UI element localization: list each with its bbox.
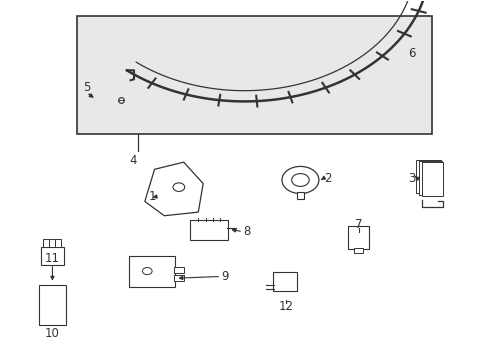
Circle shape (142, 267, 152, 275)
Circle shape (282, 166, 318, 194)
Text: 5: 5 (82, 81, 90, 94)
FancyBboxPatch shape (173, 275, 184, 282)
FancyBboxPatch shape (49, 239, 55, 247)
FancyBboxPatch shape (173, 267, 184, 273)
Text: 2: 2 (324, 172, 331, 185)
FancyBboxPatch shape (354, 248, 363, 253)
Text: 11: 11 (45, 252, 60, 265)
FancyBboxPatch shape (296, 192, 303, 199)
FancyBboxPatch shape (347, 226, 369, 249)
Text: 1: 1 (148, 190, 156, 203)
Polygon shape (144, 162, 203, 216)
Text: 10: 10 (45, 327, 60, 340)
Text: 4: 4 (129, 154, 136, 167)
FancyBboxPatch shape (190, 220, 228, 240)
FancyBboxPatch shape (128, 256, 175, 287)
FancyBboxPatch shape (415, 159, 441, 193)
Text: 8: 8 (243, 225, 250, 238)
FancyBboxPatch shape (41, 247, 64, 265)
FancyBboxPatch shape (421, 162, 443, 196)
Text: 6: 6 (407, 47, 415, 60)
Circle shape (291, 174, 308, 186)
FancyBboxPatch shape (77, 16, 431, 134)
Text: 9: 9 (221, 270, 228, 283)
FancyBboxPatch shape (55, 239, 61, 247)
FancyBboxPatch shape (418, 161, 442, 195)
FancyBboxPatch shape (43, 239, 49, 247)
Text: 7: 7 (354, 218, 362, 231)
FancyBboxPatch shape (272, 272, 296, 292)
Text: 12: 12 (278, 300, 293, 313)
Circle shape (173, 183, 184, 192)
FancyBboxPatch shape (39, 285, 65, 325)
Text: 3: 3 (407, 172, 415, 185)
